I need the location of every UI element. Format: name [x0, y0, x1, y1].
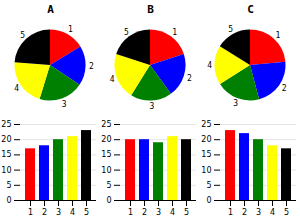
svg-text:C: C: [247, 3, 254, 16]
svg-text:3: 3: [233, 99, 238, 108]
svg-text:10: 10: [101, 166, 111, 175]
svg-text:25: 25: [101, 120, 111, 129]
svg-text:1: 1: [172, 28, 177, 37]
svg-text:15: 15: [1, 150, 11, 159]
svg-text:1: 1: [128, 208, 133, 216]
svg-text:2: 2: [89, 62, 94, 71]
svg-text:20: 20: [1, 135, 11, 144]
svg-text:3: 3: [156, 208, 161, 216]
svg-text:0: 0: [206, 196, 211, 205]
svg-text:4: 4: [207, 61, 212, 70]
svg-text:5: 5: [124, 28, 129, 37]
svg-text:B: B: [147, 3, 154, 16]
svg-text:2: 2: [242, 208, 247, 216]
svg-text:0: 0: [6, 196, 11, 205]
svg-text:1: 1: [68, 25, 73, 34]
svg-text:10: 10: [1, 166, 11, 175]
svg-text:3: 3: [62, 100, 67, 109]
svg-text:5: 5: [184, 208, 189, 216]
svg-text:A: A: [47, 3, 54, 16]
svg-text:3: 3: [56, 208, 61, 216]
svg-text:4: 4: [110, 75, 115, 84]
svg-text:25: 25: [201, 120, 211, 129]
svg-text:1: 1: [276, 31, 281, 40]
svg-text:5: 5: [84, 208, 89, 216]
svg-text:4: 4: [270, 208, 275, 216]
svg-text:20: 20: [201, 135, 211, 144]
svg-text:15: 15: [101, 150, 111, 159]
svg-text:4: 4: [70, 208, 75, 216]
svg-text:5: 5: [206, 181, 211, 190]
svg-text:4: 4: [14, 84, 19, 93]
svg-text:2: 2: [187, 74, 192, 83]
svg-text:0: 0: [106, 196, 111, 205]
svg-text:2: 2: [282, 84, 287, 93]
svg-text:2: 2: [142, 208, 147, 216]
svg-text:5: 5: [6, 181, 11, 190]
svg-text:5: 5: [284, 208, 289, 216]
svg-text:5: 5: [228, 25, 233, 34]
svg-text:3: 3: [150, 102, 155, 111]
svg-text:5: 5: [20, 31, 25, 40]
svg-text:4: 4: [170, 208, 175, 216]
svg-text:3: 3: [256, 208, 261, 216]
svg-text:25: 25: [1, 120, 11, 129]
svg-text:1: 1: [228, 208, 233, 216]
svg-text:20: 20: [101, 135, 111, 144]
svg-text:10: 10: [201, 166, 211, 175]
svg-text:1: 1: [28, 208, 33, 216]
svg-text:2: 2: [42, 208, 47, 216]
svg-text:15: 15: [201, 150, 211, 159]
svg-text:5: 5: [106, 181, 111, 190]
